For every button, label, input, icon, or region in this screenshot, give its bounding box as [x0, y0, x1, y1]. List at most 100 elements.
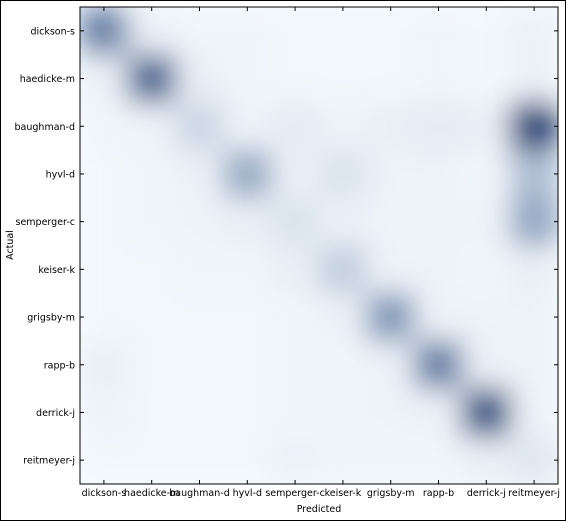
heatmap-cells [80, 7, 559, 485]
heatmap-cell [128, 436, 176, 484]
heatmap-cell [319, 436, 367, 484]
heatmap-cell [319, 198, 367, 246]
heatmap-cell [462, 102, 510, 150]
heatmap-cell [462, 198, 510, 246]
heatmap-cell [80, 341, 128, 389]
heatmap-cell [80, 150, 128, 198]
heatmap-cell [176, 341, 224, 389]
heatmap-cell [80, 389, 128, 437]
heatmap-cell [319, 150, 367, 198]
heatmap-cell [271, 389, 319, 437]
heatmap-cell [510, 293, 558, 341]
heatmap-cell [271, 150, 319, 198]
heatmap-cell [415, 55, 463, 103]
heatmap-cell [176, 102, 224, 150]
heatmap-cell [319, 102, 367, 150]
heatmap-cell [510, 55, 558, 103]
heatmap-cell [128, 341, 176, 389]
heatmap-cell [128, 246, 176, 294]
heatmap-cell [415, 102, 463, 150]
heatmap-cell [319, 341, 367, 389]
y-tick-label: keiser-k [38, 265, 75, 276]
heatmap-cell [176, 55, 224, 103]
heatmap-cell [223, 7, 271, 55]
heatmap-cell [510, 436, 558, 484]
y-tick-label: grigsby-m [27, 313, 75, 324]
y-axis-label: Actual [5, 230, 16, 260]
heatmap-cell [80, 198, 128, 246]
heatmap-cell [223, 389, 271, 437]
heatmap-cell [223, 293, 271, 341]
heatmap-cell [415, 246, 463, 294]
heatmap-cell [176, 436, 224, 484]
y-tick-label: hyvl-d [46, 169, 75, 180]
x-tick-label: hyvl-d [233, 488, 262, 499]
heatmap-cell [367, 293, 415, 341]
heatmap-cell [367, 102, 415, 150]
heatmap-cell [367, 246, 415, 294]
heatmap-cell [128, 102, 176, 150]
heatmap-cell [176, 246, 224, 294]
heatmap-cell [80, 246, 128, 294]
x-tick-label: rapp-b [423, 488, 454, 499]
heatmap-cell [510, 198, 558, 246]
heatmap-cell [319, 293, 367, 341]
x-tick-label: derrick-j [467, 488, 506, 499]
y-tick-label: baughman-d [15, 122, 75, 133]
heatmap-cell [462, 150, 510, 198]
heatmap-cell [176, 293, 224, 341]
heatmap-cell [462, 436, 510, 484]
heatmap-cell [415, 7, 463, 55]
heatmap-cell [176, 150, 224, 198]
heatmap-cell [319, 246, 367, 294]
heatmap-cell [176, 198, 224, 246]
heatmap-cell [510, 7, 558, 55]
x-tick-label: dickson-s [82, 488, 127, 499]
heatmap-cell [367, 198, 415, 246]
heatmap-cell [319, 389, 367, 437]
heatmap-cell [80, 102, 128, 150]
heatmap-cell [80, 7, 128, 55]
heatmap-cell [415, 150, 463, 198]
heatmap-cell [367, 389, 415, 437]
y-tick-label: semperger-c [16, 217, 76, 228]
y-tick-label: derrick-j [36, 408, 75, 419]
x-tick-label: keiser-k [325, 488, 362, 499]
heatmap-cell [462, 55, 510, 103]
heatmap-cell [128, 7, 176, 55]
heatmap-cell [128, 293, 176, 341]
heatmap-cell [462, 389, 510, 437]
heatmap-cell [223, 55, 271, 103]
heatmap-cell [415, 436, 463, 484]
heatmap-cell [510, 150, 558, 198]
x-tick-label: grigsby-m [367, 488, 415, 499]
heatmap-cell [223, 198, 271, 246]
heatmap-cell [223, 436, 271, 484]
heatmap-cell [415, 389, 463, 437]
heatmap-cell [367, 341, 415, 389]
y-tick-label: dickson-s [30, 26, 75, 37]
heatmap-cell [319, 55, 367, 103]
heatmap-cell [367, 150, 415, 198]
heatmap-cell [128, 150, 176, 198]
heatmap-cell [80, 293, 128, 341]
x-axis-label: Predicted [297, 504, 342, 515]
heatmap-cell [176, 7, 224, 55]
heatmap-cell [510, 341, 558, 389]
heatmap-cell [319, 7, 367, 55]
heatmap-cell [271, 102, 319, 150]
y-tick-label: rapp-b [44, 360, 75, 371]
heatmap-cell [415, 293, 463, 341]
x-tick-label: reitmeyer-j [508, 488, 560, 499]
y-tick-label: reitmeyer-j [23, 456, 75, 467]
heatmap-cell [415, 341, 463, 389]
heatmap-cell [510, 389, 558, 437]
heatmap-cell [271, 7, 319, 55]
x-tick-label: semperger-c [265, 488, 325, 499]
heatmap-cell [271, 293, 319, 341]
heatmap-cell [271, 246, 319, 294]
heatmap-cell [128, 55, 176, 103]
heatmap-cell [80, 55, 128, 103]
heatmap-cell [271, 341, 319, 389]
